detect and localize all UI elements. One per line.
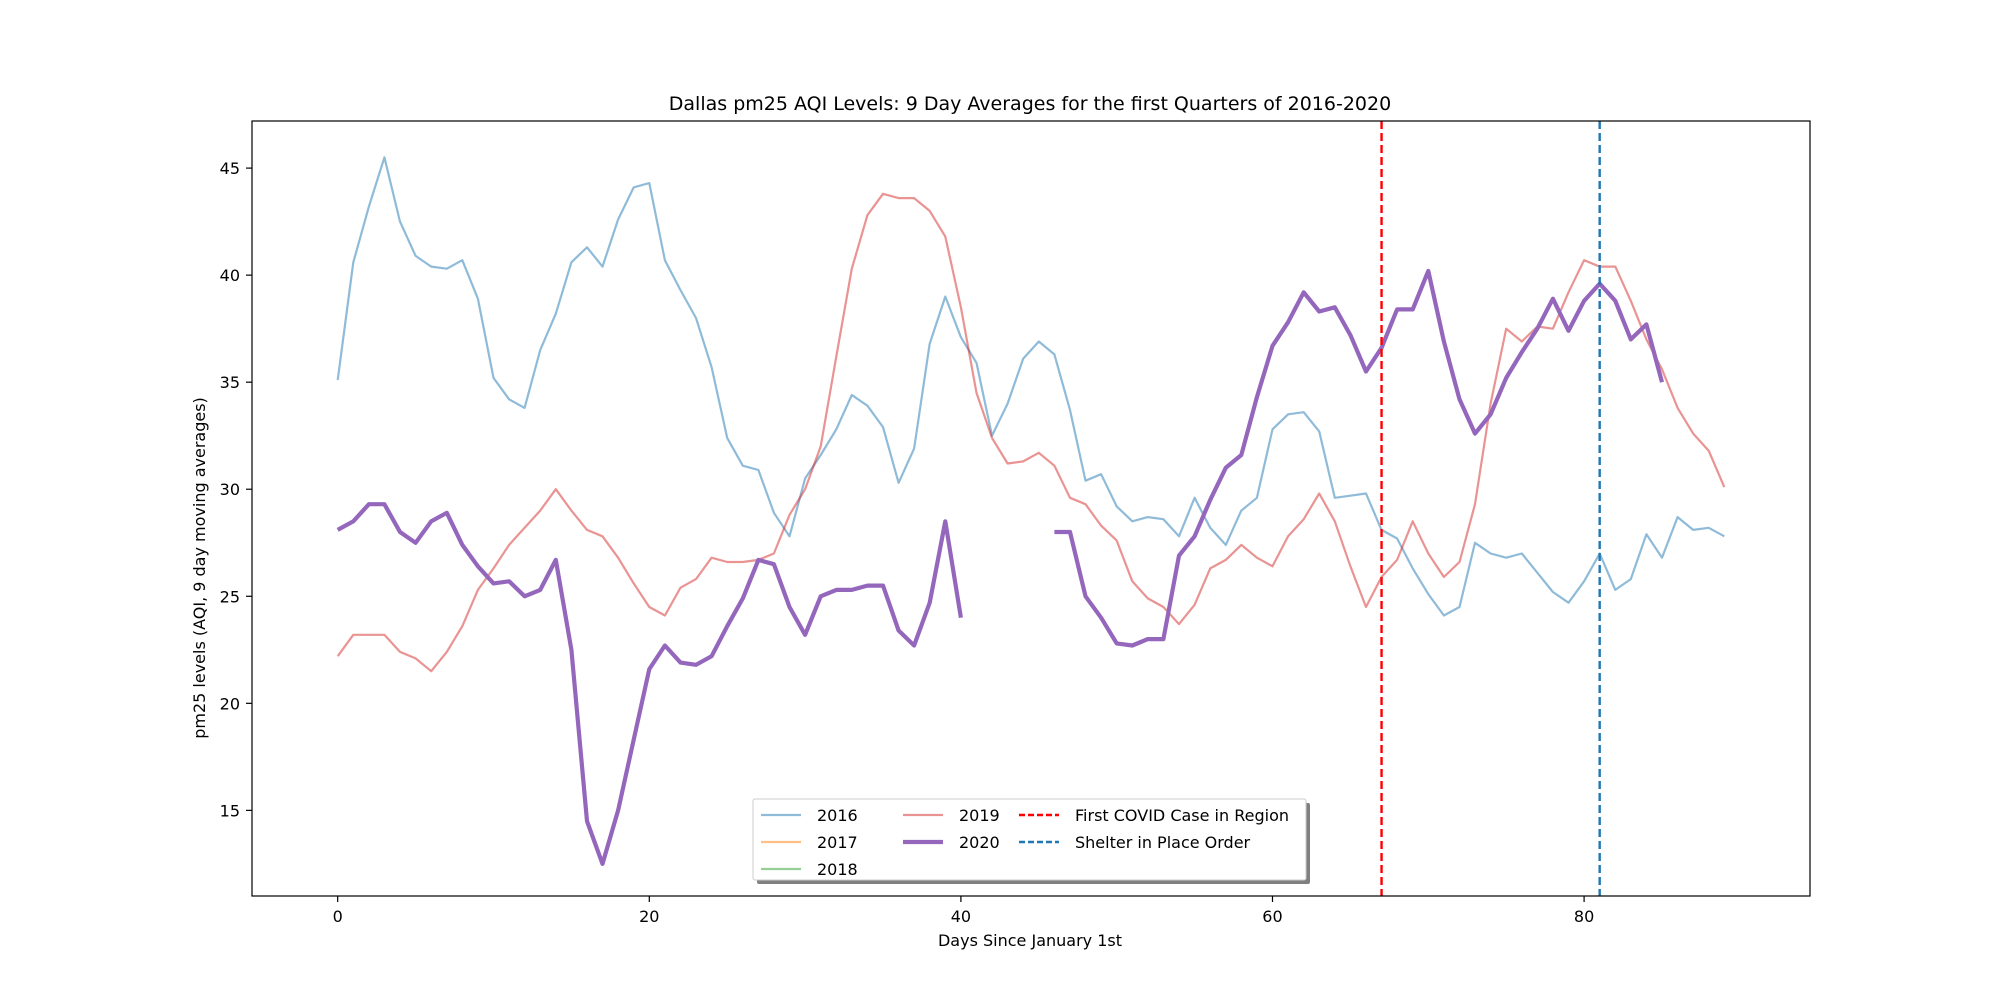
legend-label: 2017 — [817, 833, 858, 852]
legend-entry-2019: 2019 — [903, 806, 1000, 825]
legend-entry-2016: 2016 — [761, 806, 858, 825]
x-tick-label: 60 — [1262, 907, 1282, 926]
y-tick-label: 45 — [220, 159, 240, 178]
y-tick-label: 30 — [220, 480, 240, 499]
legend-entry-reference-line-2: Shelter in Place Order — [1019, 833, 1251, 852]
y-axis-label: pm25 levels (AQI, 9 day moving averages) — [190, 397, 209, 739]
y-tick-label: 20 — [220, 694, 240, 713]
legend-label: 2016 — [817, 806, 858, 825]
x-axis-label: Days Since January 1st — [938, 931, 1122, 950]
legend-entry-2020: 2020 — [903, 833, 1000, 852]
y-tick-label: 35 — [220, 373, 240, 392]
plot-frame — [251, 120, 1811, 897]
series-line-2016 — [336, 156, 1725, 617]
axis-ticks: 0 20 40 60 80 15 20 25 30 35 40 45 — [220, 159, 1595, 926]
x-tick-label: 80 — [1574, 907, 1594, 926]
legend-entry-2018: 2018 — [761, 860, 858, 879]
y-tick-label: 40 — [220, 266, 240, 285]
legend-label: 2020 — [959, 833, 1000, 852]
legend-entry-reference-line-1: First COVID Case in Region — [1019, 806, 1289, 825]
legend-label: First COVID Case in Region — [1075, 806, 1289, 825]
legend-box — [752, 798, 1307, 881]
legend-entry-2017: 2017 — [761, 833, 858, 852]
series-line-2019 — [336, 192, 1726, 673]
x-tick-label: 40 — [951, 907, 971, 926]
plot-area — [336, 121, 1726, 896]
series-line-2020 — [336, 268, 1665, 866]
x-tick-label: 0 — [333, 907, 343, 926]
y-tick-label: 15 — [220, 801, 240, 820]
legend-label: 2018 — [817, 860, 858, 879]
chart-title: Dallas pm25 AQI Levels: 9 Day Averages f… — [669, 93, 1391, 115]
x-tick-label: 20 — [639, 907, 659, 926]
legend-label: 2019 — [959, 806, 1000, 825]
legend: 2016 2017 2018 2019 2020 First COVID Case in … — [752, 798, 1310, 884]
y-tick-label: 25 — [220, 587, 240, 606]
legend-label: Shelter in Place Order — [1075, 833, 1251, 852]
